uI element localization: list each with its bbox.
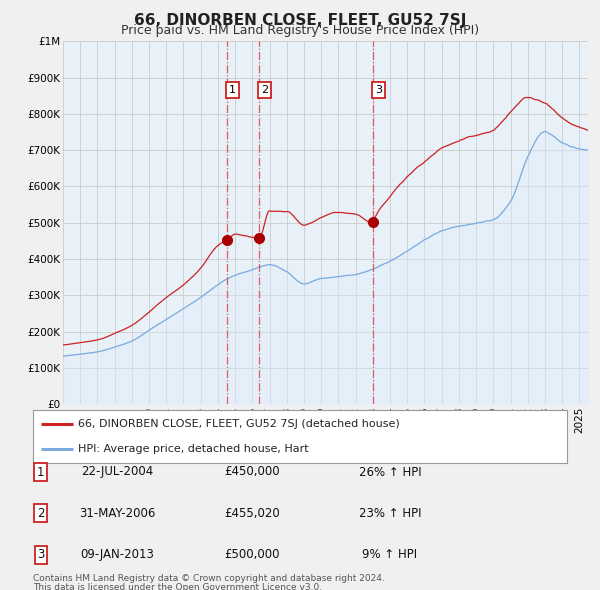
Text: 09-JAN-2013: 09-JAN-2013	[80, 548, 154, 561]
Text: 1: 1	[37, 466, 44, 478]
Text: Contains HM Land Registry data © Crown copyright and database right 2024.: Contains HM Land Registry data © Crown c…	[33, 574, 385, 583]
Text: 1: 1	[229, 86, 236, 95]
Text: £450,000: £450,000	[224, 466, 280, 478]
Text: 66, DINORBEN CLOSE, FLEET, GU52 7SJ: 66, DINORBEN CLOSE, FLEET, GU52 7SJ	[134, 13, 466, 28]
Text: 2: 2	[37, 507, 44, 520]
Text: 2: 2	[261, 86, 268, 95]
Text: 3: 3	[37, 548, 44, 561]
Text: 31-MAY-2006: 31-MAY-2006	[79, 507, 155, 520]
Text: £500,000: £500,000	[224, 548, 280, 561]
Text: This data is licensed under the Open Government Licence v3.0.: This data is licensed under the Open Gov…	[33, 583, 322, 590]
Text: 23% ↑ HPI: 23% ↑ HPI	[359, 507, 421, 520]
Text: 3: 3	[375, 86, 382, 95]
Text: HPI: Average price, detached house, Hart: HPI: Average price, detached house, Hart	[79, 444, 309, 454]
Text: 66, DINORBEN CLOSE, FLEET, GU52 7SJ (detached house): 66, DINORBEN CLOSE, FLEET, GU52 7SJ (det…	[79, 419, 400, 430]
Text: 22-JUL-2004: 22-JUL-2004	[81, 466, 153, 478]
Text: Price paid vs. HM Land Registry's House Price Index (HPI): Price paid vs. HM Land Registry's House …	[121, 24, 479, 37]
Text: 26% ↑ HPI: 26% ↑ HPI	[359, 466, 421, 478]
Text: 9% ↑ HPI: 9% ↑ HPI	[362, 548, 418, 561]
Text: £455,020: £455,020	[224, 507, 280, 520]
